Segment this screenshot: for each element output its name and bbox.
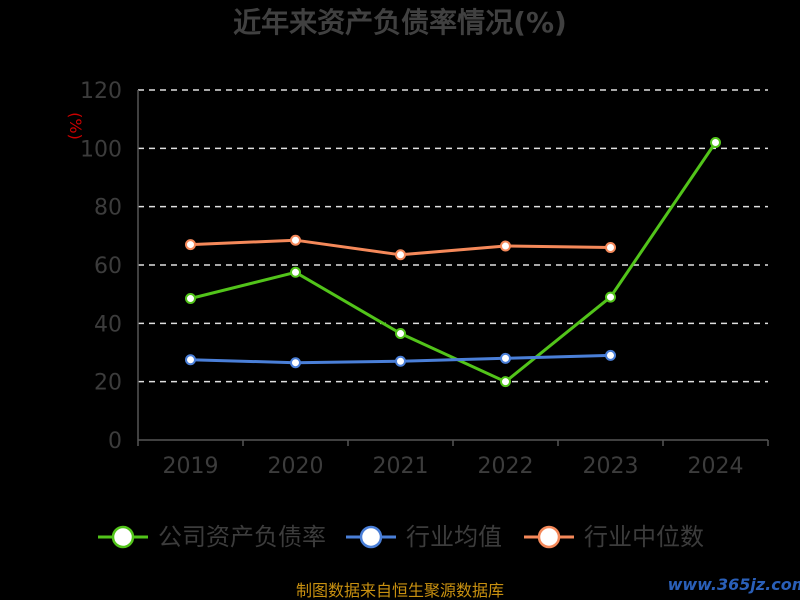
- legend-marker: [537, 525, 561, 549]
- data-point[interactable]: [185, 239, 196, 251]
- data-point[interactable]: [395, 249, 406, 261]
- series-line: [190, 141, 717, 384]
- y-tick-label: 80: [94, 196, 122, 221]
- x-tick-label: 2024: [688, 454, 744, 479]
- gridlines: [138, 89, 768, 383]
- y-tick-label: 100: [80, 137, 122, 162]
- legend-marker: [111, 525, 135, 549]
- series-0: [185, 137, 721, 388]
- data-point[interactable]: [290, 357, 301, 369]
- data-point[interactable]: [500, 240, 511, 252]
- legend-item[interactable]: 公司资产负债率: [98, 523, 326, 551]
- data-point[interactable]: [290, 266, 301, 278]
- x-tick-label: 2023: [583, 454, 639, 479]
- legend-marker: [359, 525, 383, 549]
- series-2: [185, 234, 616, 261]
- legend-label: 公司资产负债率: [158, 523, 326, 551]
- legend-item[interactable]: 行业均值: [346, 523, 502, 551]
- data-point[interactable]: [395, 355, 406, 367]
- x-tick-label: 2022: [478, 454, 534, 479]
- y-axis-label: (%): [66, 112, 85, 140]
- axes: [137, 90, 769, 446]
- legend: 公司资产负债率 行业均值 行业中位数: [98, 523, 704, 551]
- data-point[interactable]: [395, 328, 406, 340]
- legend-label: 行业中位数: [584, 523, 704, 551]
- data-point[interactable]: [185, 354, 196, 366]
- data-point[interactable]: [290, 234, 301, 246]
- data-point[interactable]: [500, 352, 511, 364]
- source-note: 制图数据来自恒生聚源数据库: [296, 581, 504, 600]
- series-lines: [185, 137, 721, 388]
- x-tick-label: 2021: [373, 454, 429, 479]
- legend-item[interactable]: 行业中位数: [524, 523, 704, 551]
- data-point[interactable]: [710, 137, 721, 148]
- data-point[interactable]: [185, 293, 196, 305]
- y-tick-label: 120: [80, 79, 122, 104]
- x-tick-label: 2019: [163, 454, 219, 479]
- watermark: www.365jz.com: [668, 575, 800, 594]
- data-point[interactable]: [605, 291, 616, 303]
- y-tick-label: 60: [94, 254, 122, 279]
- y-tick-labels: 0 20 40 60 80 100 120: [80, 79, 122, 454]
- data-point[interactable]: [605, 349, 616, 361]
- data-point[interactable]: [500, 376, 511, 388]
- x-tick-label: 2020: [268, 454, 324, 479]
- y-tick-label: 40: [94, 312, 122, 337]
- series-1: [185, 349, 616, 369]
- legend-label: 行业均值: [406, 523, 502, 551]
- data-point[interactable]: [605, 242, 616, 253]
- y-tick-label: 20: [94, 371, 122, 396]
- y-tick-label: 0: [108, 429, 122, 454]
- chart-title: 近年来资产负债率情况(%): [233, 6, 567, 39]
- x-tick-labels: 2019 2020 2021 2022 2023 2024: [163, 454, 744, 479]
